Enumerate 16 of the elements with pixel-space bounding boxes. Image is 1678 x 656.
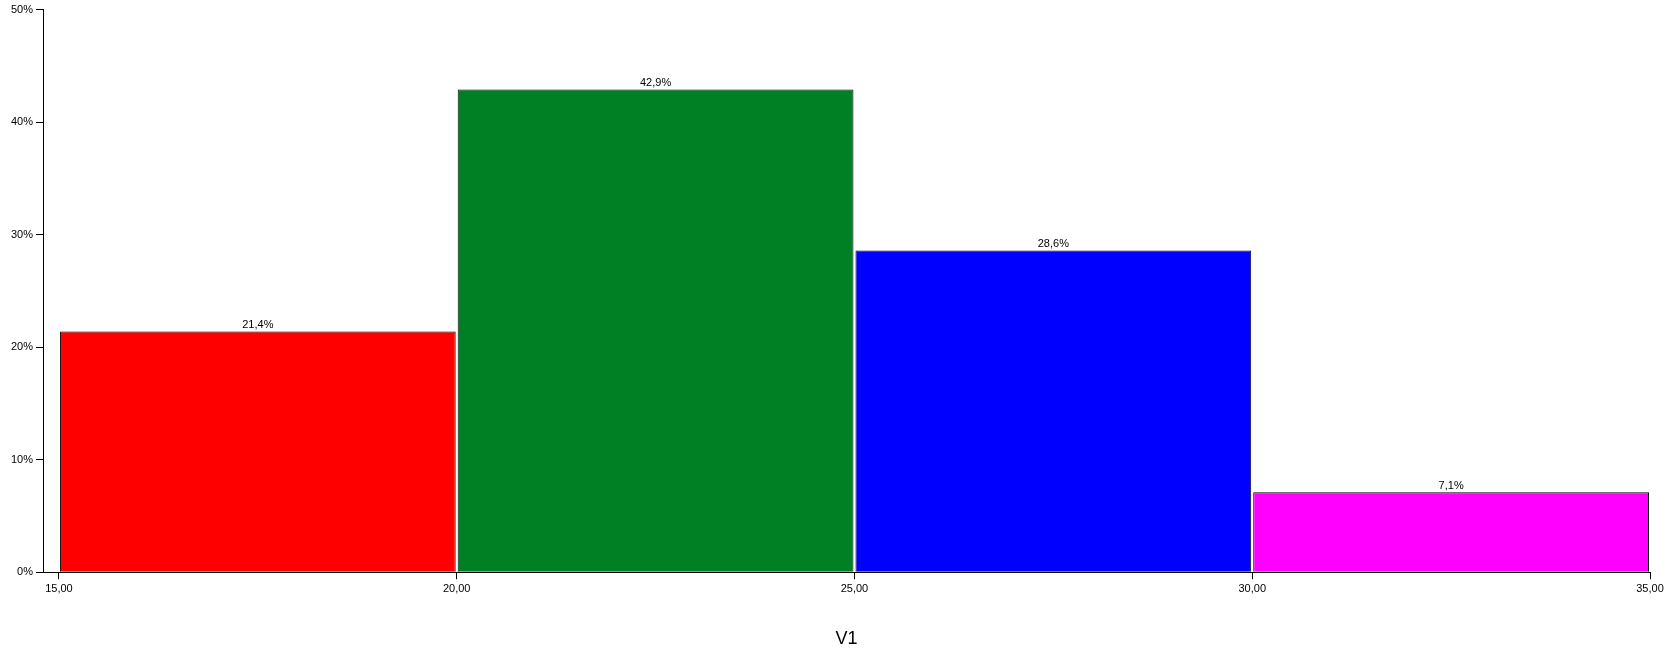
x-tick-label: 30,00 bbox=[1238, 581, 1266, 594]
y-tick-label: 30% bbox=[10, 227, 34, 240]
x-tick-label: 15,00 bbox=[45, 581, 73, 594]
y-tick-label: 0% bbox=[17, 565, 34, 578]
data-label: 42,9% bbox=[639, 76, 672, 89]
x-tick-label: 35,00 bbox=[1636, 581, 1664, 594]
x-axis-title: V1 bbox=[835, 628, 858, 649]
data-label: 28,6% bbox=[1037, 236, 1070, 249]
x-tick-label: 20,00 bbox=[442, 581, 471, 594]
data-label: 21,4% bbox=[242, 317, 274, 330]
x-tick-label: 25,00 bbox=[840, 581, 869, 594]
y-tick-label: 20% bbox=[10, 340, 34, 353]
y-tick-label: 40% bbox=[10, 115, 34, 128]
data-label: 7,1% bbox=[1438, 478, 1464, 491]
y-tick-label: 10% bbox=[10, 452, 34, 465]
y-tick-label: 50% bbox=[10, 2, 34, 15]
